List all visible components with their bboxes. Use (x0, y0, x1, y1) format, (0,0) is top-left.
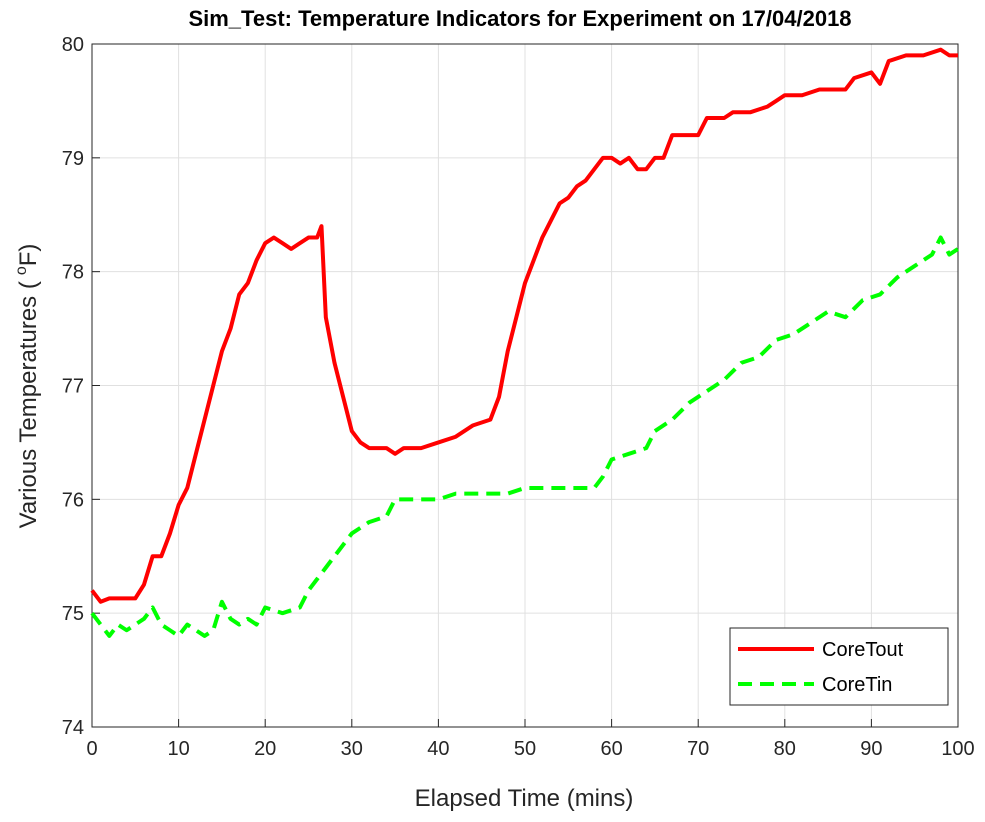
legend-label: CoreTin (822, 674, 892, 696)
x-tick-label: 10 (167, 738, 189, 760)
x-tick-label: 40 (427, 738, 449, 760)
x-tick-label: 100 (941, 738, 974, 760)
legend-label: CoreTout (822, 639, 904, 661)
x-tick-label: 50 (514, 738, 536, 760)
x-tick-label: 60 (600, 738, 622, 760)
series-line (90, 235, 960, 638)
x-tick-label: 30 (341, 738, 363, 760)
y-tick-label: 80 (62, 34, 84, 56)
x-tick-label: 70 (687, 738, 709, 760)
series-line (90, 47, 958, 604)
y-tick-label: 77 (62, 376, 84, 398)
x-tick-label: 0 (86, 738, 97, 760)
x-tick-label: 20 (254, 738, 276, 760)
legend-box (729, 627, 949, 706)
y-tick-label: 74 (62, 717, 84, 739)
y-label-part: Various Temperatures ( (15, 281, 42, 528)
y-label-part: F) (15, 244, 42, 267)
x-axis-label: Elapsed Time (mins) (415, 785, 634, 812)
x-tick-label: 90 (860, 738, 882, 760)
chart-title: Sim_Test: Temperature Indicators for Exp… (188, 6, 851, 31)
y-axis-label: Various Temperatures ( oF) (13, 244, 42, 529)
y-label-sup: o (13, 266, 30, 275)
y-tick-label: 75 (62, 603, 84, 625)
y-tick-label: 78 (62, 262, 84, 284)
x-tick-label: 80 (774, 738, 796, 760)
y-tick-label: 76 (62, 489, 84, 511)
plot-frame (91, 43, 959, 728)
y-tick-label: 79 (62, 148, 84, 170)
